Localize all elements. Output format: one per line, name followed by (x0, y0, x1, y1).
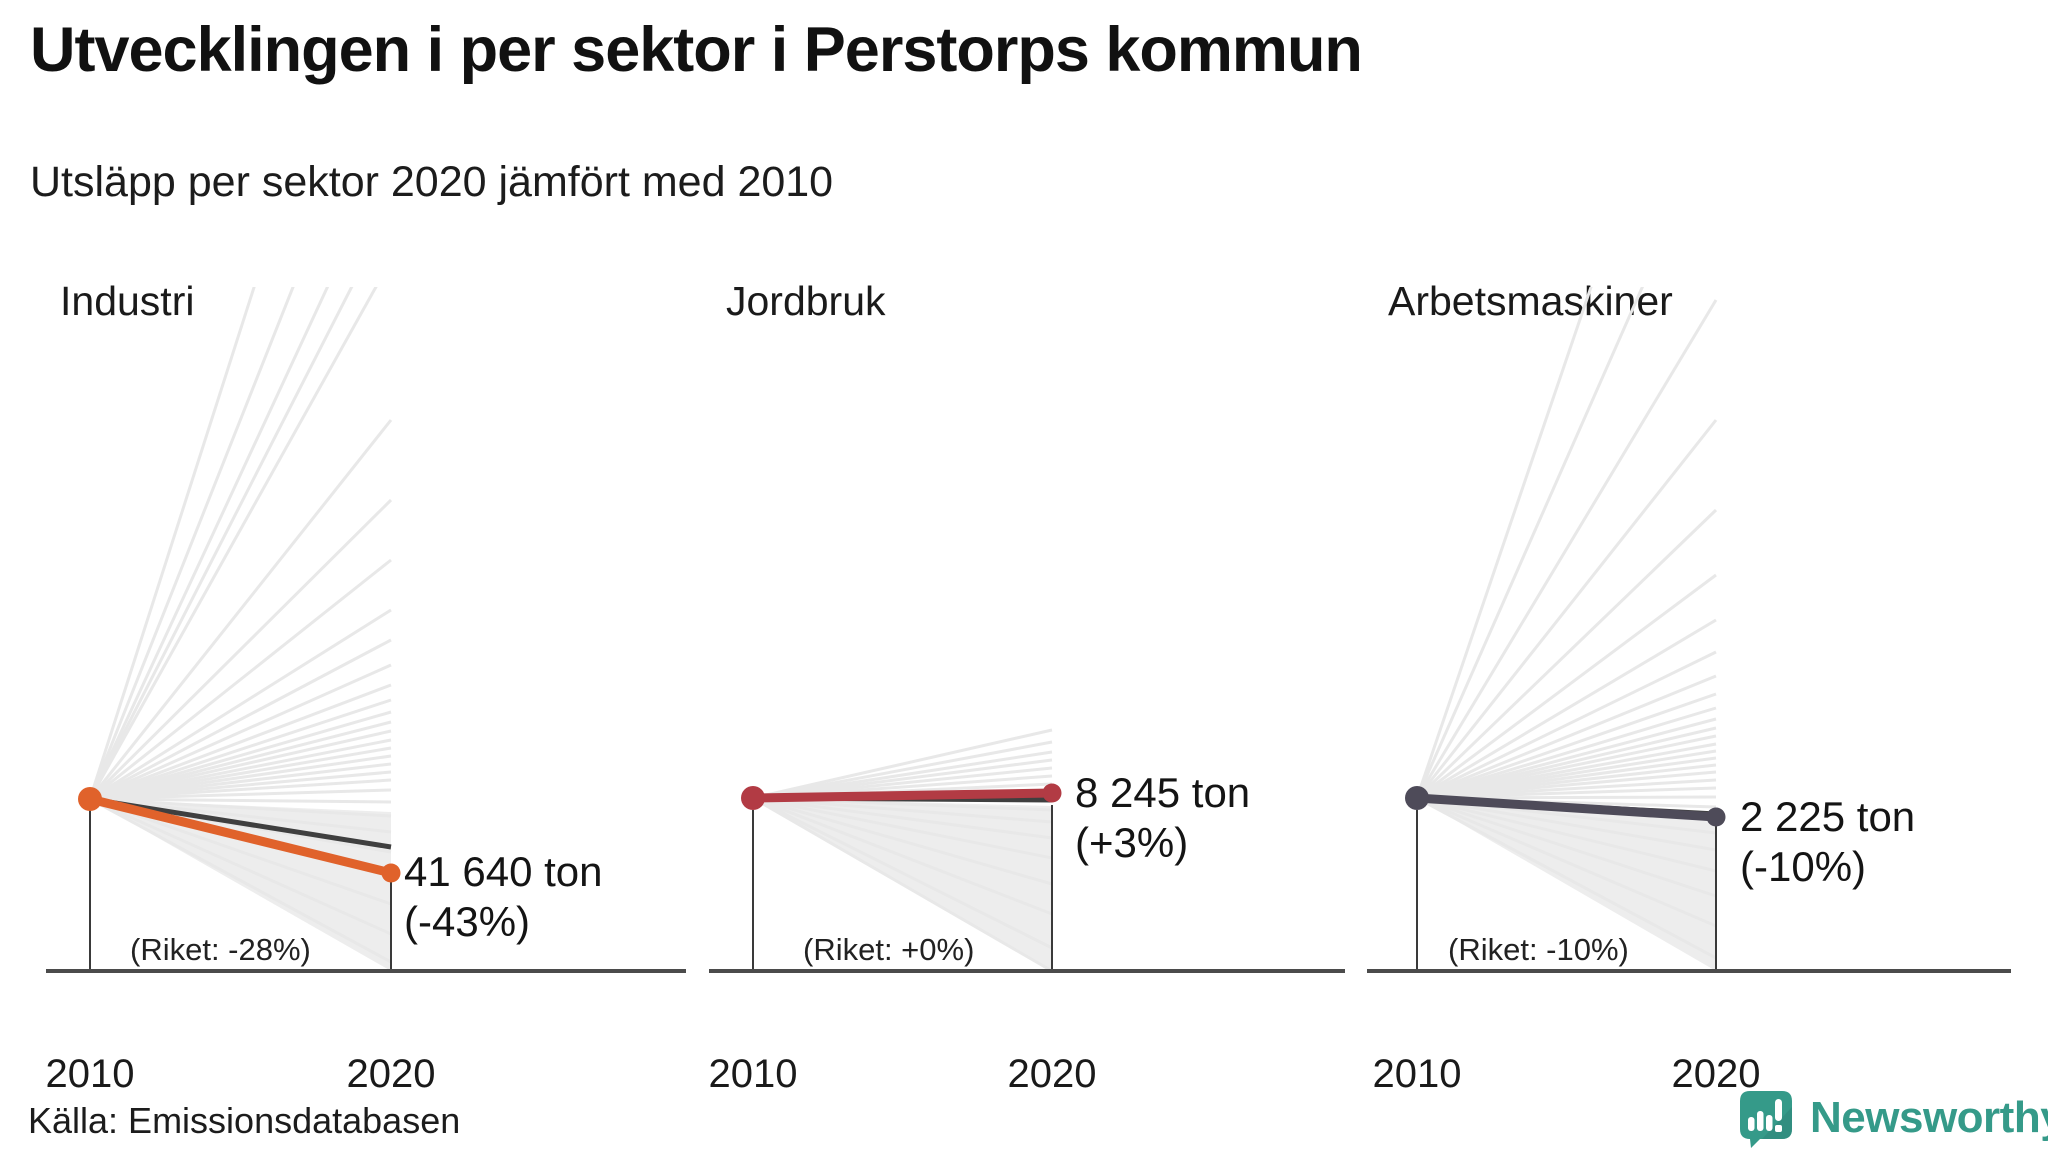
jordbruk-series (741, 783, 1062, 971)
industri-municipality-line (88, 794, 393, 878)
page-title: Utvecklingen i per sektor i Perstorps ko… (30, 15, 1363, 85)
arbetsmaskiner-background-fan (1415, 287, 1718, 971)
jordbruk-year-2010: 2010 (708, 1052, 798, 1096)
jordbruk-value-label: 8 245 ton (+3%) (1075, 768, 1250, 868)
industri-year-2020: 2020 (346, 1052, 436, 1096)
jordbruk-2020-dot (1042, 783, 1062, 803)
industri-background-fan (88, 287, 393, 971)
arbetsmaskiner-2010-dot (1405, 786, 1429, 810)
jordbruk-2010-dot (741, 786, 765, 810)
industri-series (78, 787, 401, 971)
arbetsmaskiner-municipality-line (1416, 793, 1717, 822)
arbetsmaskiner-value-label: 2 225 ton (-10%) (1740, 792, 1915, 892)
jordbruk-year-2020: 2020 (1007, 1052, 1097, 1096)
industri-2020-dot (381, 863, 401, 883)
arbetsmaskiner-value-pct: (-10%) (1740, 843, 1867, 890)
industri-2010-dot (78, 787, 102, 811)
source-label: Källa: Emissionsdatabasen (28, 1100, 461, 1141)
industri-value-ton: 41 640 ton (404, 848, 603, 895)
jordbruk-value-pct: (+3%) (1075, 819, 1189, 866)
arbetsmaskiner-2020-dot (1706, 807, 1726, 827)
industri-value-label: 41 640 ton (-43%) (404, 847, 603, 947)
arbetsmaskiner-value-ton: 2 225 ton (1740, 793, 1916, 840)
arbetsmaskiner-year-2010: 2010 (1372, 1052, 1462, 1096)
jordbruk-riket-label: (Riket: +0%) (803, 932, 975, 967)
sector-title-industri: Industri (60, 278, 195, 324)
jordbruk-municipality-line (752, 788, 1053, 803)
sector-title-arbetsmaskiner: Arbetsmaskiner (1388, 278, 1673, 324)
arbetsmaskiner-riket-label: (Riket: -10%) (1448, 932, 1629, 967)
industri-value-pct: (-43%) (404, 898, 531, 945)
brand-name: Newsworthy (1810, 1093, 2048, 1142)
industri-riket-label: (Riket: -28%) (130, 932, 311, 967)
industri-year-2010: 2010 (45, 1052, 135, 1096)
jordbruk-value-ton: 8 245 ton (1075, 769, 1251, 816)
sector-title-jordbruk: Jordbruk (726, 278, 886, 324)
page-subtitle: Utsläpp per sektor 2020 jämfört med 2010 (30, 158, 834, 206)
arbetsmaskiner-series (1405, 786, 1726, 971)
arbetsmaskiner-year-2020: 2020 (1671, 1052, 1761, 1096)
newsworthy-icon (1740, 1091, 1792, 1148)
brand-logo: Newsworthy (1736, 1086, 2048, 1150)
